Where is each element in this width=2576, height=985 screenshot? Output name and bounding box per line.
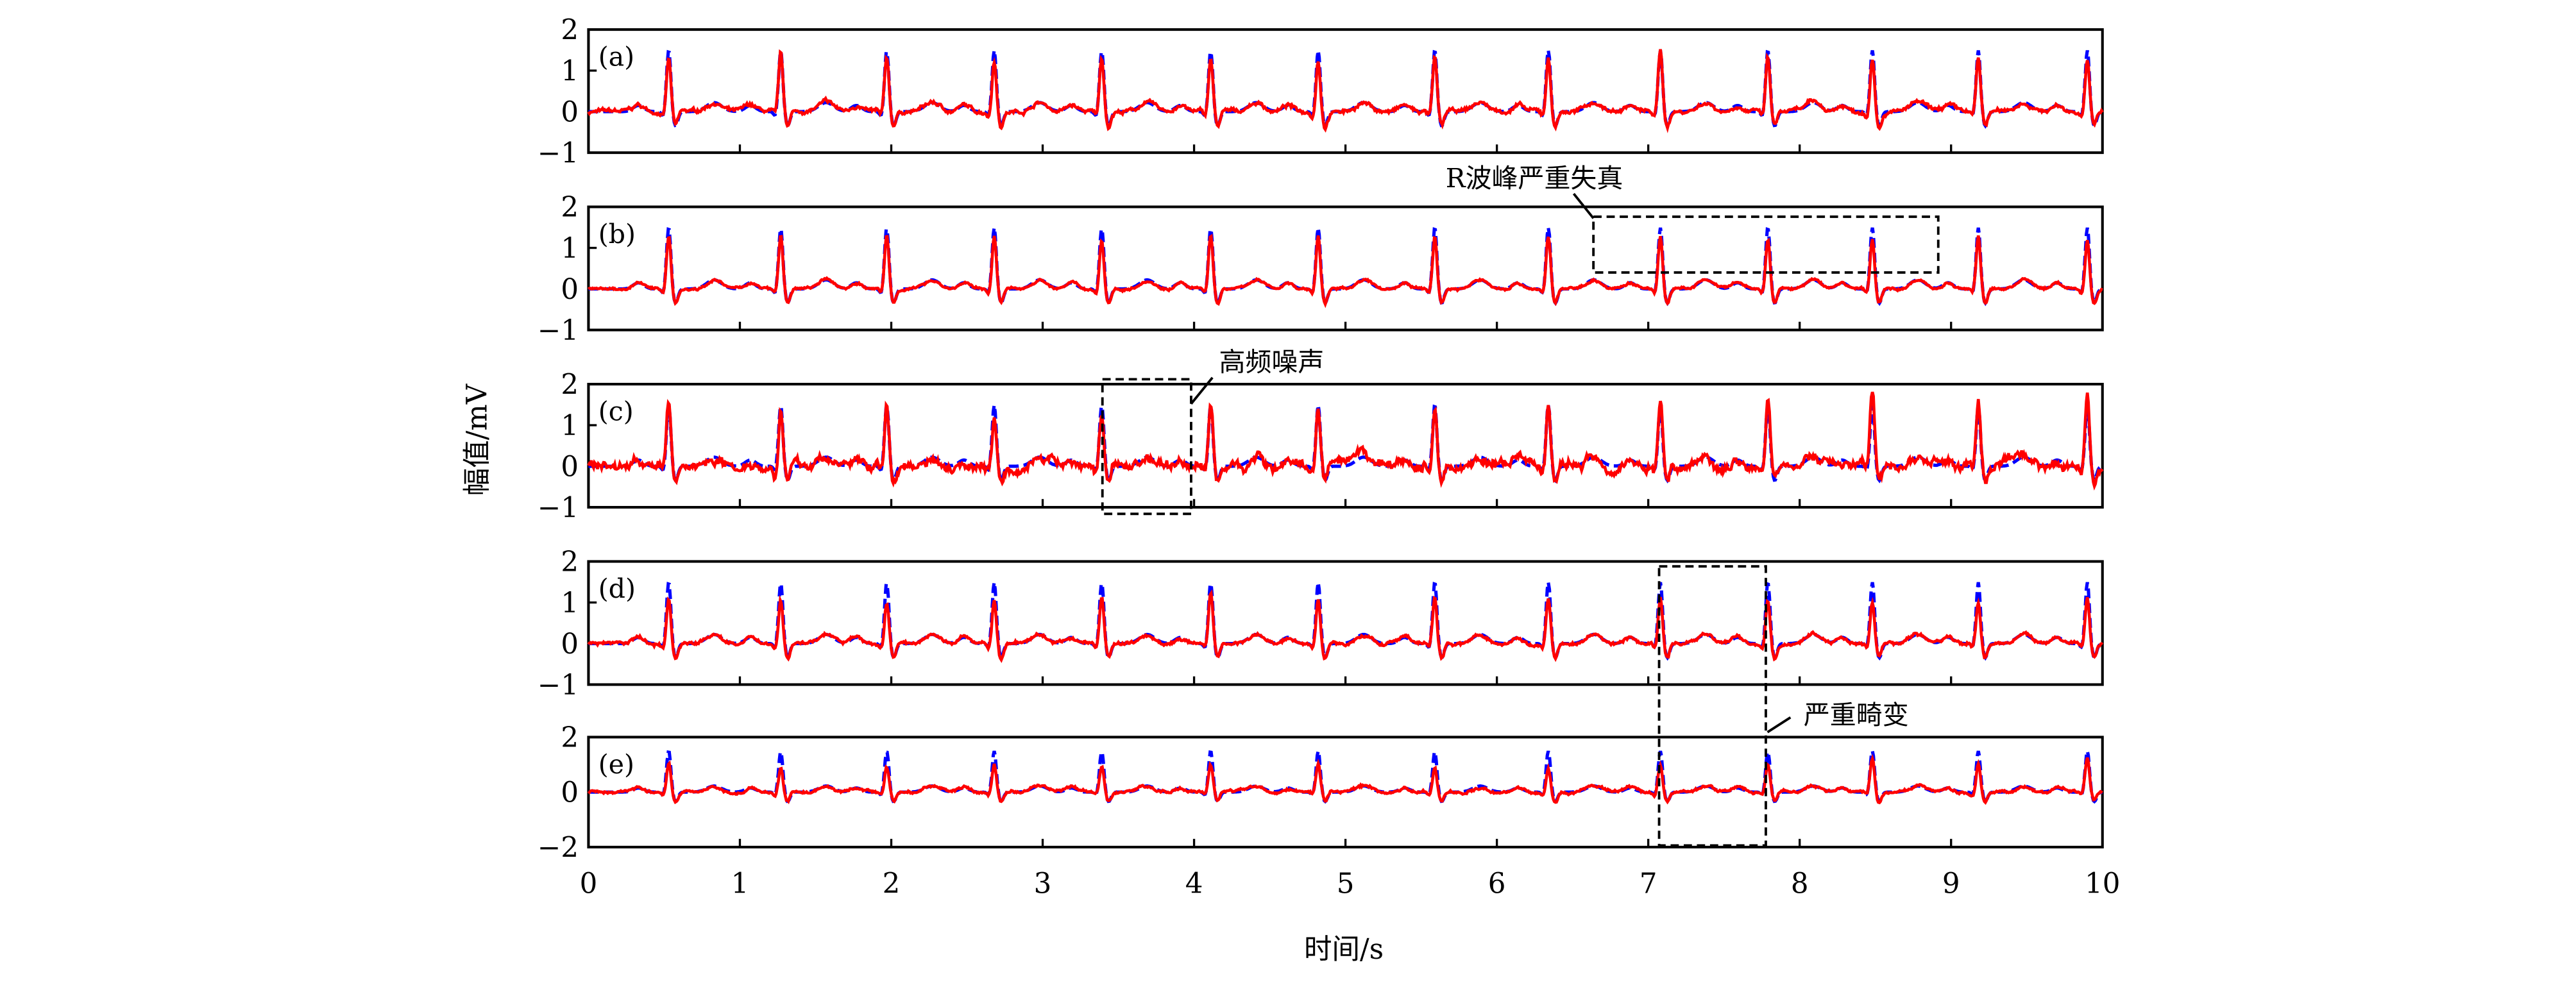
x-tick-label: 2 bbox=[883, 868, 901, 900]
y-tick-label: −1 bbox=[538, 492, 579, 524]
y-tick-label: 2 bbox=[561, 192, 579, 224]
y-tick-label: 1 bbox=[561, 55, 579, 87]
annotation-leader bbox=[1190, 376, 1214, 405]
y-axis-label: 幅值/mV bbox=[462, 383, 494, 496]
panel-d: 2 1 0 −1 (d) bbox=[538, 546, 2104, 702]
x-tick-label: 4 bbox=[1185, 868, 1203, 900]
panel-label: (c) bbox=[598, 396, 634, 426]
y-tick-label: 2 bbox=[561, 722, 579, 754]
x-axis-label: 时间/s bbox=[1304, 934, 1384, 966]
series-reconstructed-line bbox=[587, 233, 2103, 308]
y-tick-label: −1 bbox=[538, 137, 579, 169]
panel-label: (e) bbox=[598, 749, 634, 780]
series-reconstructed-line bbox=[587, 589, 2104, 664]
y-tick-label: 1 bbox=[561, 587, 579, 619]
annotation-r-peak-distortion: R波峰严重失真 bbox=[1446, 163, 1940, 274]
x-tick-label: 0 bbox=[580, 868, 598, 900]
panel-label: (b) bbox=[598, 219, 636, 249]
x-tick-label: 5 bbox=[1337, 868, 1355, 900]
y-tick-label: 2 bbox=[561, 369, 579, 401]
y-tick-label: 0 bbox=[561, 628, 579, 661]
x-tick-label: 8 bbox=[1791, 868, 1809, 900]
panel-label: (a) bbox=[598, 41, 634, 72]
y-tick-label: 2 bbox=[561, 546, 579, 578]
annotation-severe-distortion: 严重畸变 bbox=[1657, 565, 1909, 847]
annotation-box bbox=[1101, 378, 1192, 516]
y-tick-label: 1 bbox=[561, 410, 579, 442]
x-tick-label: 10 bbox=[2085, 868, 2120, 900]
panel-a: 2 1 0 −1 (a) bbox=[538, 14, 2104, 169]
annotation-box bbox=[1657, 565, 1767, 847]
panel-c: 2 1 0 −1 (c) bbox=[538, 369, 2104, 524]
series-reconstructed-line bbox=[587, 753, 2103, 805]
y-tick-label: 0 bbox=[561, 451, 579, 483]
annotation-leader bbox=[1572, 192, 1595, 219]
y-tick-label: −1 bbox=[538, 315, 579, 347]
panel-label: (d) bbox=[598, 573, 636, 604]
annotation-text: 高频噪声 bbox=[1219, 347, 1324, 378]
annotation-leader bbox=[1767, 716, 1792, 734]
series-reconstructed-line bbox=[587, 49, 2104, 133]
x-tick-label: 3 bbox=[1034, 868, 1052, 900]
y-tick-label: −1 bbox=[538, 669, 579, 702]
y-tick-label: 1 bbox=[561, 233, 579, 265]
y-tick-label: 0 bbox=[561, 274, 579, 306]
panel-e: 2 0 −2 (e) bbox=[538, 722, 2104, 864]
y-tick-label: −2 bbox=[538, 832, 579, 864]
annotation-text: 严重畸变 bbox=[1804, 700, 1909, 730]
series-reconstructed-line bbox=[587, 391, 2104, 491]
y-tick-label: 0 bbox=[561, 777, 579, 809]
annotation-text: R波峰严重失真 bbox=[1446, 163, 1623, 194]
panel-b: 2 1 0 −1 (b) bbox=[538, 192, 2104, 347]
annotation-box bbox=[1592, 215, 1940, 274]
annotation-high-frequency-noise: 高频噪声 bbox=[1101, 347, 1324, 516]
y-tick-label: 2 bbox=[561, 14, 579, 46]
x-tick-label: 9 bbox=[1942, 868, 1960, 900]
y-tick-label: 0 bbox=[561, 96, 579, 128]
x-tick-label: 6 bbox=[1488, 868, 1506, 900]
x-tick-label: 1 bbox=[731, 868, 749, 900]
x-tick-label: 7 bbox=[1640, 868, 1657, 900]
